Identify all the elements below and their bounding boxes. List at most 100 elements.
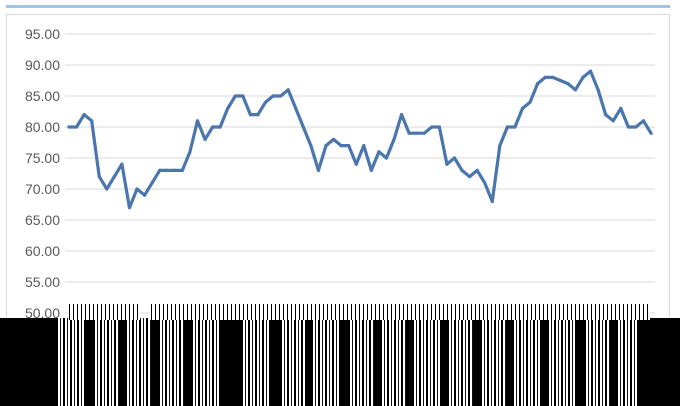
data-point — [362, 144, 366, 148]
y-tick-label: 65.00 — [25, 212, 60, 228]
data-point — [445, 162, 449, 166]
data-point — [399, 113, 404, 117]
glitch-strip — [282, 318, 305, 406]
data-point — [354, 162, 358, 166]
data-point — [626, 125, 630, 129]
glitch-strip — [160, 318, 184, 406]
glitch-fragment — [150, 304, 650, 320]
data-point — [112, 175, 116, 179]
data-point — [331, 137, 336, 141]
data-point — [490, 199, 494, 203]
y-tick-label: 95.00 — [25, 26, 60, 42]
top-accent-bar — [6, 5, 670, 8]
glitch-strip — [618, 318, 638, 406]
data-point — [67, 125, 71, 129]
data-point — [649, 131, 653, 135]
data-point — [97, 175, 101, 179]
data-point — [581, 75, 585, 79]
data-point — [384, 156, 389, 160]
data-point — [634, 125, 638, 129]
data-point — [286, 88, 290, 92]
glitch-fragment — [68, 304, 140, 320]
data-point — [468, 175, 472, 179]
data-point — [543, 75, 547, 79]
gridlines — [65, 33, 655, 314]
data-point — [415, 131, 419, 135]
data-point — [316, 168, 321, 172]
data-point — [475, 168, 479, 172]
data-point — [256, 113, 260, 117]
data-point — [430, 125, 434, 129]
glitch-strip — [449, 318, 473, 406]
data-point — [165, 168, 169, 172]
data-point — [588, 69, 593, 73]
data-point — [483, 181, 487, 185]
y-tick-label: 85.00 — [25, 88, 60, 104]
data-point — [505, 125, 509, 129]
data-point — [294, 106, 298, 110]
glitch-strip — [58, 318, 86, 406]
data-point — [573, 88, 578, 92]
data-point — [604, 113, 608, 117]
glitch-strip — [243, 318, 269, 406]
data-point — [551, 75, 555, 79]
data-point — [105, 187, 109, 191]
data-point — [566, 82, 570, 86]
y-tick-label: 75.00 — [25, 150, 60, 166]
data-point — [339, 144, 343, 148]
data-point — [369, 168, 373, 172]
data-point — [619, 106, 623, 110]
data-point — [324, 144, 328, 148]
glitch-strip — [193, 318, 220, 406]
data-point — [263, 100, 268, 104]
data-point — [203, 137, 207, 141]
glitch-strip — [350, 318, 374, 406]
glitch-strip — [95, 318, 119, 406]
data-point — [226, 106, 230, 110]
data-point — [558, 78, 562, 83]
data-point — [127, 206, 132, 210]
data-point — [377, 150, 381, 154]
series-line — [67, 69, 653, 210]
glitch-strip — [514, 318, 541, 406]
data-point — [513, 125, 517, 129]
data-point — [271, 94, 275, 98]
series-layer — [67, 69, 653, 210]
data-point — [82, 113, 86, 117]
y-tick-label: 70.00 — [25, 181, 60, 197]
data-point — [309, 144, 313, 148]
y-axis-tick-labels: 95.00 90.00 85.00 80.00 75.00 70.00 65.00 60.00… — [25, 26, 60, 321]
data-point — [422, 131, 426, 135]
data-point — [460, 168, 464, 172]
data-point — [347, 144, 351, 148]
data-point — [233, 94, 237, 98]
data-point — [641, 119, 646, 123]
data-point — [142, 193, 147, 197]
y-tick-label: 60.00 — [25, 243, 60, 259]
data-point — [241, 94, 245, 98]
data-point — [74, 125, 79, 129]
data-point — [90, 119, 94, 123]
data-point — [520, 106, 525, 110]
glitch-strip — [382, 318, 406, 406]
data-point — [158, 168, 162, 172]
data-point — [596, 88, 600, 92]
data-point — [173, 168, 177, 172]
data-point — [437, 125, 441, 129]
data-point — [392, 137, 396, 141]
data-point — [611, 119, 615, 123]
data-point — [218, 125, 222, 129]
data-point — [528, 100, 532, 104]
data-point — [407, 131, 411, 135]
y-tick-label: 55.00 — [25, 274, 60, 290]
glitch-strip — [313, 318, 341, 406]
data-point — [188, 150, 192, 154]
glitch-strip — [586, 318, 610, 406]
data-point — [301, 125, 305, 129]
glitch-strip — [127, 318, 151, 406]
glitch-strip — [414, 318, 441, 406]
y-tick-label: 90.00 — [25, 57, 60, 73]
glitch-strip — [482, 318, 506, 406]
y-tick-label: 50.00 — [25, 305, 60, 321]
